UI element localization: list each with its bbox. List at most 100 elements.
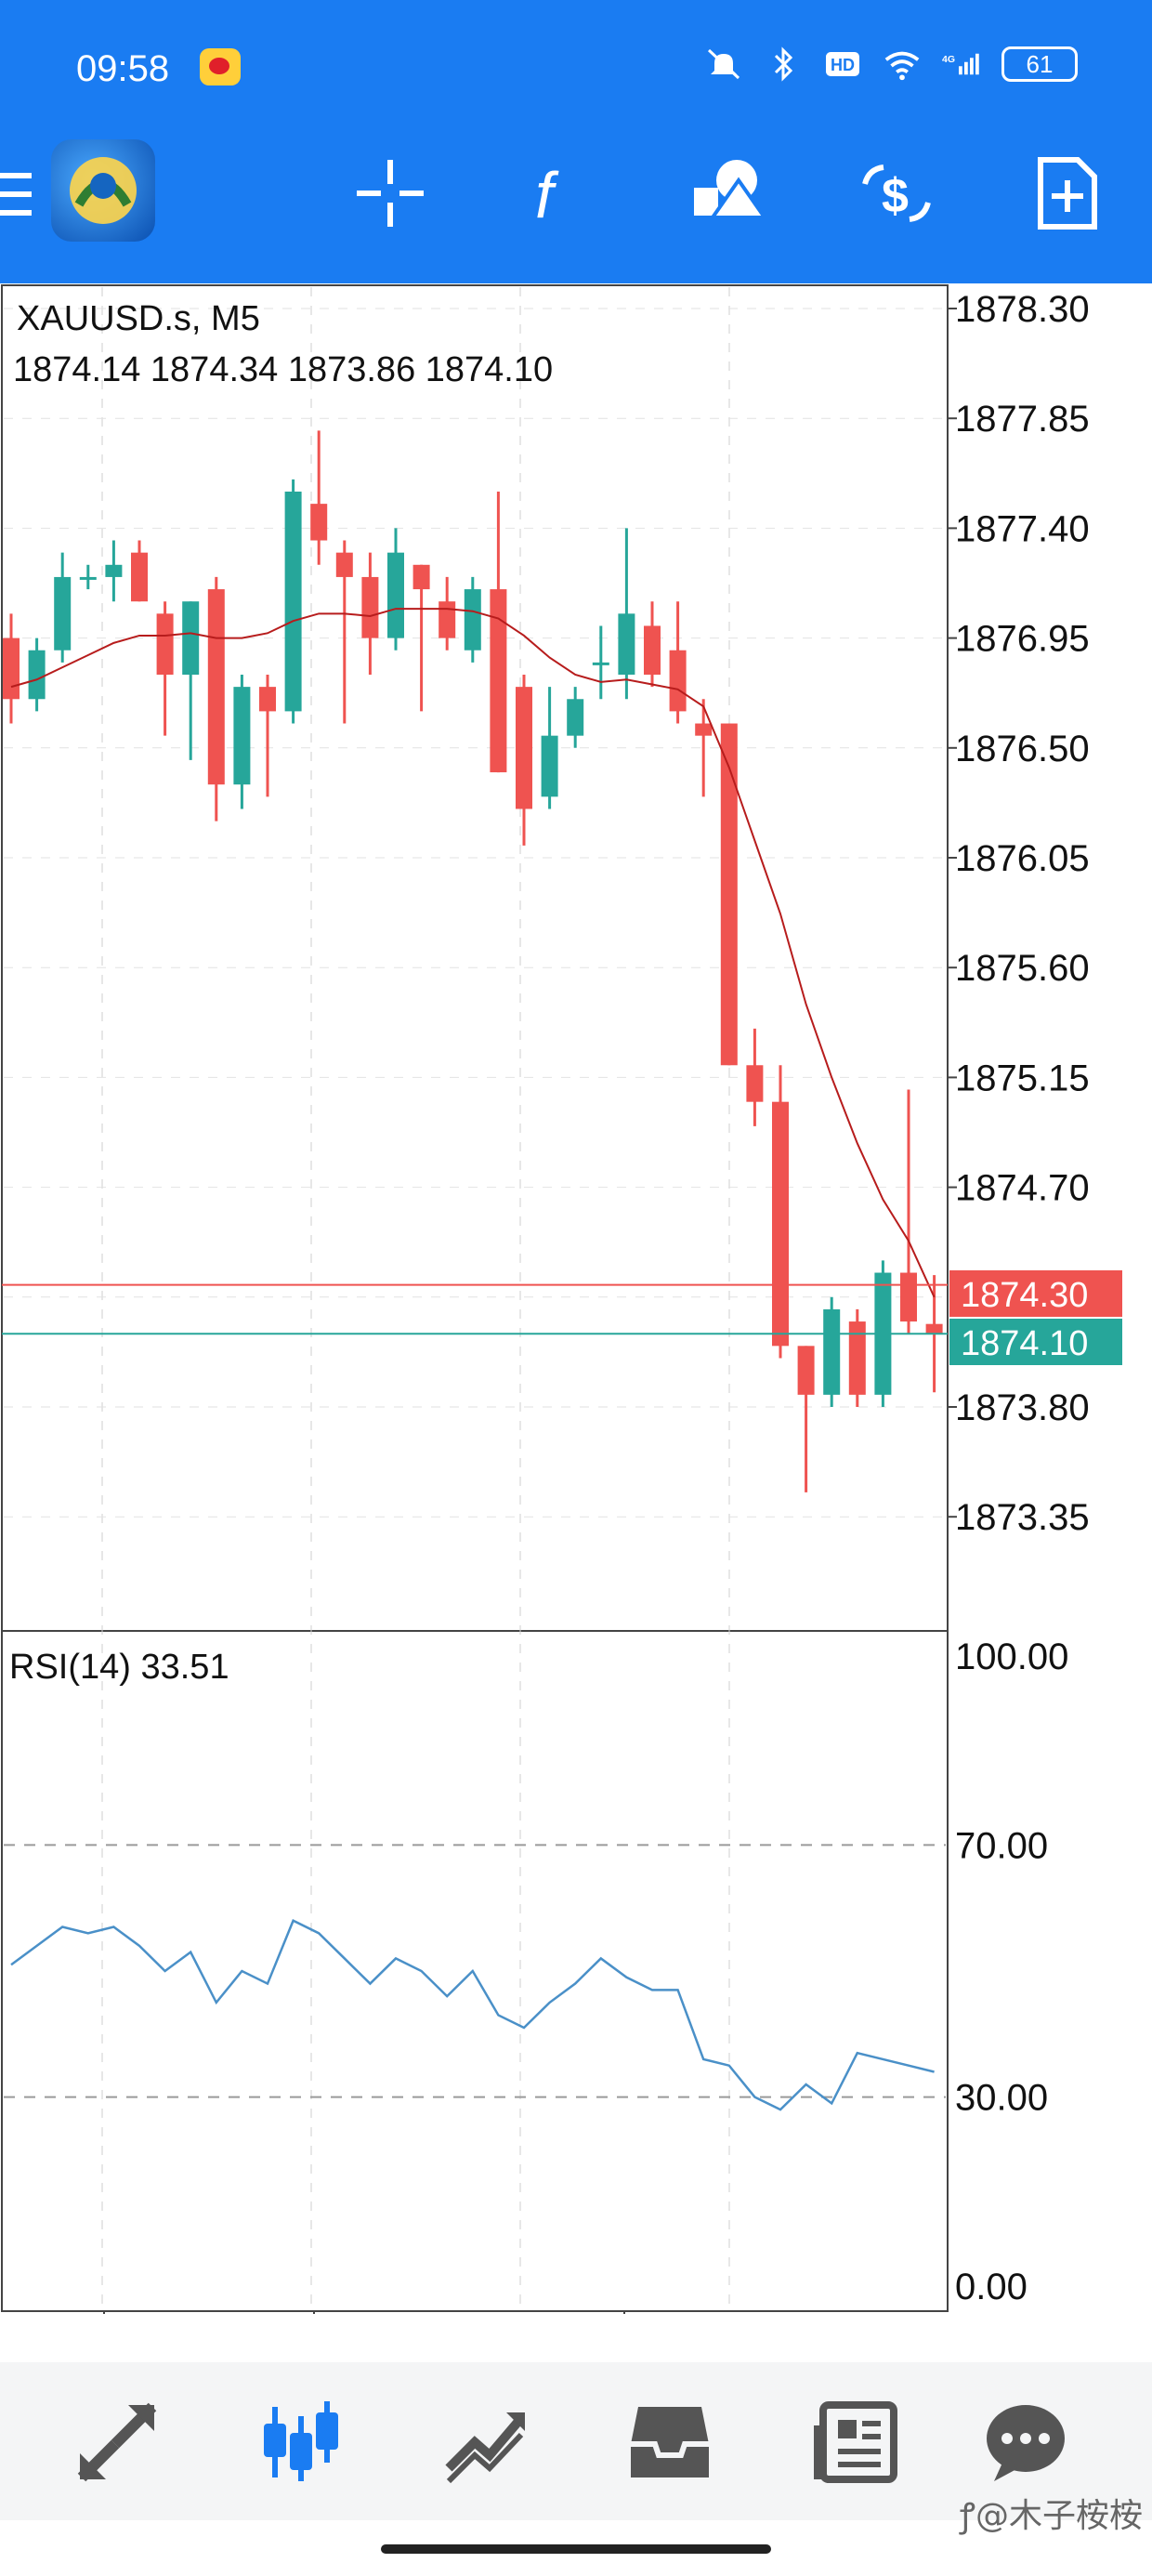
candle-body [412, 564, 430, 590]
candle-body [182, 601, 200, 675]
candle-body [310, 504, 328, 541]
moving-average-line [10, 608, 936, 1298]
weibo-icon [200, 48, 241, 85]
rsi-tick-label: 70.00 [955, 1825, 1048, 1866]
menu-icon[interactable] [0, 169, 33, 219]
ohlc-label: 1874.14 1874.34 1873.86 1874.10 [13, 350, 553, 389]
rsi-line [10, 1919, 935, 2111]
bluetooth-icon [774, 46, 793, 82]
bid-price-text: 1874.10 [961, 1324, 1088, 1363]
hd-icon: HD [826, 52, 859, 76]
candle-body [669, 650, 687, 712]
watermark: ꝭ@木子桉桉 [959, 2497, 1143, 2535]
new-order-button[interactable] [1029, 156, 1104, 230]
status-time: 09:58 [76, 48, 170, 89]
candle-body [695, 723, 713, 736]
indicators-button[interactable]: f [522, 156, 596, 230]
price-tick-label: 1875.15 [955, 1058, 1090, 1098]
app-logo [51, 139, 155, 242]
rsi-group [4, 1844, 946, 2111]
price-chart[interactable]: XAUUSD.s, M5 1874.14 1874.34 1873.86 187… [0, 283, 1152, 2314]
candle-body [105, 564, 123, 577]
candle-body [156, 613, 174, 675]
candle-body [644, 625, 661, 675]
candle-body [925, 1323, 943, 1334]
moving-average-group [10, 608, 936, 1298]
candle-body [567, 699, 584, 736]
history-tab-icon[interactable] [625, 2398, 714, 2487]
price-tick-label: 1876.05 [955, 838, 1090, 879]
candle-body [746, 1065, 764, 1102]
candle-body [516, 687, 532, 809]
price-axis: 1878.30 1877.85 1877.40 1876.95 1876.50 1876.… [948, 289, 1090, 1538]
time-axis: 28 Sep 02:00 28 Sep 03:00 28 Sep 04:00 [4, 2311, 845, 2314]
candle-body [848, 1321, 866, 1395]
svg-text:HD: HD [831, 56, 855, 74]
svg-text:f: f [535, 159, 559, 230]
candle-body [387, 552, 404, 638]
mute-icon [707, 48, 740, 80]
candle-body [361, 576, 379, 638]
bid-price-tag [949, 1319, 1122, 1365]
quotes-tab-icon[interactable] [72, 2398, 162, 2487]
candle-body [439, 601, 456, 638]
status-icons: HD 4G 61 [704, 46, 1078, 82]
rsi-pane[interactable] [1, 1630, 949, 2312]
rsi-axis: 100.00 70.00 30.00 0.00 [955, 1636, 1068, 2307]
wifi-icon [884, 51, 920, 81]
home-indicator[interactable] [381, 2544, 771, 2554]
trade-button[interactable]: $ [859, 156, 934, 230]
candle-body [464, 589, 481, 651]
crosshair-button[interactable] [353, 156, 427, 230]
candle-body [284, 492, 302, 712]
price-tick-label: 1873.35 [955, 1497, 1090, 1538]
candle-body [618, 613, 635, 675]
candle-body [823, 1308, 841, 1395]
signal-icon: 4G [942, 53, 979, 75]
rsi-tick-label: 0.00 [955, 2267, 1028, 2307]
rsi-tick-label: 30.00 [955, 2078, 1048, 2119]
rsi-tick-label: 100.00 [955, 1636, 1068, 1677]
ask-price-tag [949, 1270, 1122, 1317]
metatrader-logo-icon [70, 157, 137, 224]
news-tab-icon[interactable] [810, 2398, 899, 2487]
time-tick-label: 28 Sep 03:00 [314, 2312, 535, 2314]
trade-tab-icon[interactable] [441, 2398, 530, 2487]
price-tick-label: 1878.30 [955, 289, 1090, 330]
price-tick-label: 1877.85 [955, 399, 1090, 440]
svg-text:4G: 4G [942, 54, 955, 65]
chart-tab-icon[interactable] [256, 2398, 346, 2487]
candle-body [541, 735, 558, 797]
price-tick-label: 1873.80 [955, 1387, 1090, 1428]
candle-body [28, 650, 46, 700]
objects-button[interactable] [692, 156, 766, 230]
time-tick-label: 28 Sep 02:00 [4, 2312, 225, 2314]
battery-indicator: 61 [1001, 46, 1078, 82]
symbol-label: XAUUSD.s, M5 [17, 299, 260, 338]
candle-body [79, 576, 97, 580]
time-tick-label: 28 Sep 04:00 [624, 2312, 845, 2314]
candle-body [259, 687, 276, 712]
chat-tab-icon[interactable] [981, 2398, 1070, 2487]
candle-body [3, 637, 20, 700]
rsi-label: RSI(14) 33.51 [9, 1648, 229, 1687]
candle-body [54, 576, 72, 651]
candle-body [900, 1272, 917, 1322]
candle-body [797, 1346, 815, 1395]
candle-body [131, 552, 148, 602]
candle-body [592, 662, 609, 665]
candle-body [233, 687, 251, 785]
candle-body [720, 723, 738, 1066]
ask-price-text: 1874.30 [961, 1276, 1088, 1315]
candle-body [772, 1101, 789, 1347]
price-tick-label: 1876.50 [955, 729, 1090, 769]
bottom-navigation [0, 2362, 1152, 2520]
svg-text:$: $ [882, 169, 909, 223]
price-tick-label: 1875.60 [955, 948, 1090, 989]
candle-body [335, 552, 353, 577]
candle-body [207, 589, 225, 785]
price-tick-label: 1876.95 [955, 619, 1090, 660]
app-header: 09:58 HD 4G 61 f $ [0, 0, 1152, 283]
candle-body [490, 589, 507, 773]
price-tick-label: 1877.40 [955, 508, 1090, 549]
